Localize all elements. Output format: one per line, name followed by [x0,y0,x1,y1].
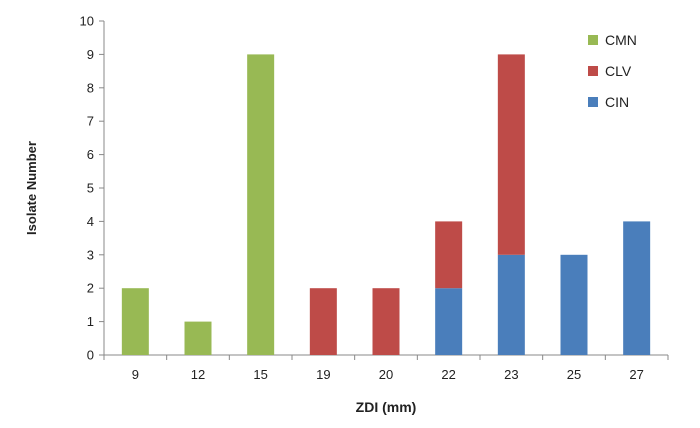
y-tick-label: 10 [80,14,94,29]
bar-clv-22 [435,221,463,289]
bars [121,54,651,356]
x-tick-label: 12 [191,367,205,382]
legend-label-cmn: CMN [605,32,637,48]
x-tick-label: 23 [504,367,518,382]
bar-clv-19 [309,288,337,355]
legend-swatch-clv [588,66,598,76]
y-tick-label: 5 [87,181,94,196]
x-tick-label: 19 [316,367,330,382]
y-tick-label: 3 [87,247,94,262]
bar-cin-22 [435,288,463,355]
bar-cmn-12 [184,321,212,355]
x-tick-label: 27 [629,367,643,382]
legend-label-cin: CIN [605,94,629,110]
legend-label-clv: CLV [605,63,632,79]
y-tick-labels: 0 1 2 3 4 5 6 7 8 9 10 [80,14,94,363]
legend-swatch-cmn [588,35,598,45]
y-tick-label: 4 [87,214,94,229]
y-tick-label: 1 [87,314,94,329]
y-tick-label: 7 [87,114,94,129]
bar-cin-27 [623,221,651,355]
x-tick-label: 15 [253,367,267,382]
legend-swatch-cin [588,97,598,107]
y-tick-label: 2 [87,281,94,296]
bar-clv-23 [497,54,525,255]
x-tick-label: 20 [379,367,393,382]
y-tick-label: 9 [87,47,94,62]
bar-clv-20 [372,288,400,355]
y-axis-title: Isolate Number [24,141,39,235]
y-tick-label: 0 [87,348,94,363]
bar-cin-23 [497,254,525,355]
bar-cmn-15 [247,54,275,356]
x-tick-label: 9 [132,367,139,382]
bar-cmn-9 [121,288,149,355]
x-tick-label: 22 [441,367,455,382]
x-axis-title: ZDI (mm) [356,399,417,415]
x-tick-labels: 9 12 15 19 20 22 23 25 27 [132,367,644,382]
y-tick-label: 8 [87,80,94,95]
legend: CMN CLV CIN [588,32,637,110]
bar-cin-25 [560,254,588,355]
x-tick-label: 25 [567,367,581,382]
y-tick-label: 6 [87,147,94,162]
